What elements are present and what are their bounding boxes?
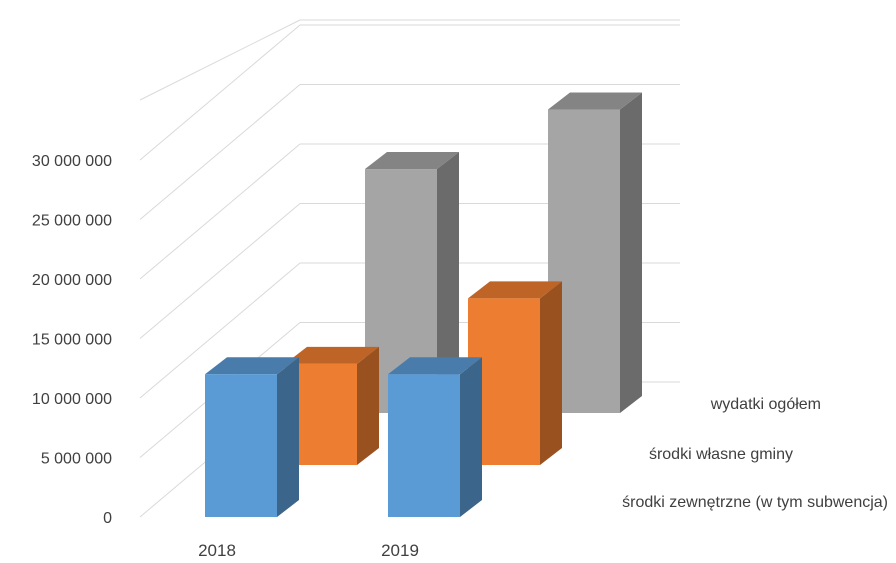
series-label: środki zewnętrzne (w tym subwencja)	[622, 494, 888, 511]
gridlines	[139, 19, 680, 518]
bar-top	[548, 92, 642, 110]
bar-side	[437, 152, 459, 414]
bar	[548, 92, 642, 414]
bar-side	[540, 281, 562, 465]
bar-front	[205, 374, 277, 517]
bar	[468, 281, 562, 465]
bar	[388, 357, 482, 517]
gridline-diagonal	[139, 203, 301, 339]
bar-side	[620, 92, 642, 414]
y-tick-label: 5 000 000	[41, 451, 112, 468]
y-tick-label: 20 000 000	[32, 272, 112, 289]
gridline-diagonal	[139, 262, 301, 399]
series-label: wydatki ogółem	[710, 396, 821, 413]
gridline-diagonal	[139, 143, 301, 280]
bar-top	[285, 346, 379, 364]
x-tick-label: 2019	[381, 541, 419, 560]
y-tick-label: 0	[103, 510, 112, 527]
gridline-diagonal	[139, 19, 301, 101]
y-tick-label: 10 000 000	[32, 391, 112, 408]
y-tick-label: 30 000 000	[32, 153, 112, 170]
series-labels: środki zewnętrzne (w tym subwencja) środk…	[622, 396, 888, 511]
bar-top	[365, 152, 459, 170]
bar-side	[277, 357, 299, 517]
y-axis-tick-labels: 0 5 000 000 10 000 000 15 000 000 20 000 000…	[32, 153, 112, 527]
bars	[205, 92, 642, 517]
bar	[205, 357, 299, 517]
gridline-diagonal	[139, 24, 301, 161]
y-tick-label: 15 000 000	[32, 332, 112, 349]
bar	[285, 346, 379, 465]
x-tick-label: 2018	[198, 541, 236, 560]
y-tick-label: 25 000 000	[32, 213, 112, 230]
bar-top	[205, 357, 299, 375]
bar-side	[460, 357, 482, 517]
bar-top	[388, 357, 482, 375]
gridline-diagonal	[139, 84, 301, 220]
x-axis-tick-labels: 2018 2019	[198, 541, 419, 560]
series-label: środki własne gminy	[649, 446, 793, 463]
bar-front	[388, 374, 460, 517]
bar-top	[468, 281, 562, 299]
bar-side	[357, 346, 379, 465]
